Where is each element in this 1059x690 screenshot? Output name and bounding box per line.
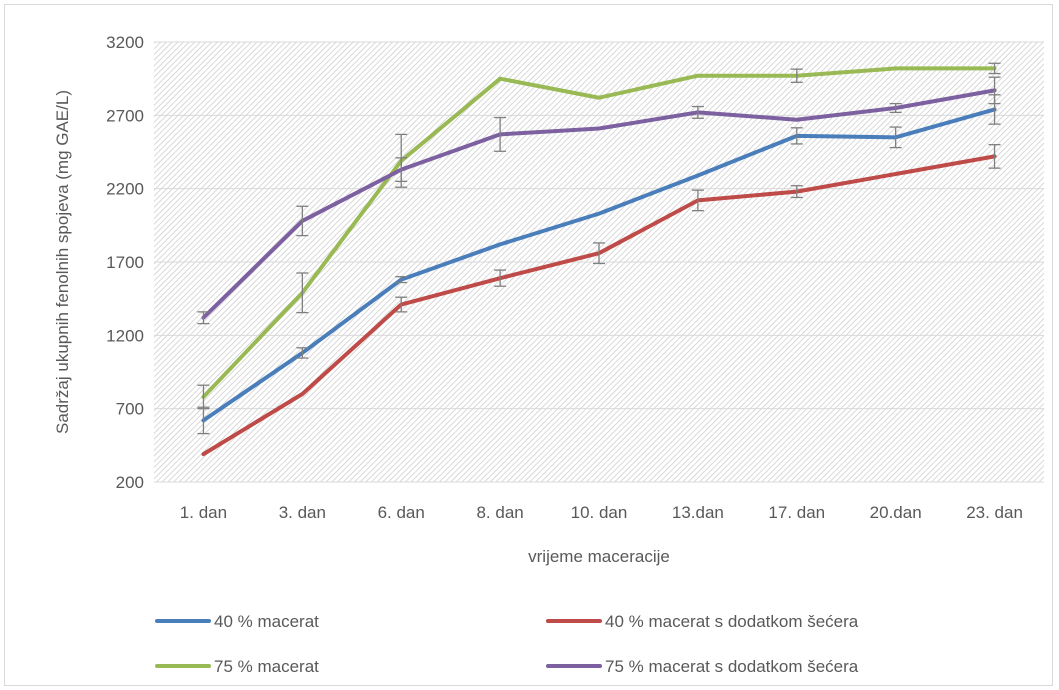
legend-entry: 40 % macerat: [155, 612, 319, 631]
y-axis-ticks: 200 700 1200 1700 2200 2700 3200: [106, 33, 144, 492]
y-tick-label: 3200: [106, 33, 144, 52]
error-bar: [395, 296, 408, 313]
legend-label: 75 % macerat s dodatkom šećera: [605, 657, 859, 676]
y-axis-title: Sadržaj ukupnih fenolnih spojeva (mg GAE…: [53, 90, 72, 434]
legend-label: 40 % macerat s dodatkom šećera: [605, 612, 859, 631]
series-line: [201, 107, 997, 423]
x-axis-title: vrijeme maceracije: [528, 547, 670, 566]
series-line: [201, 88, 997, 320]
gridlines: [154, 41, 1044, 483]
error-bar: [395, 157, 408, 182]
y-tick-label: 200: [116, 473, 144, 492]
y-tick-label: 2200: [106, 180, 144, 199]
error-bars: [197, 62, 1001, 435]
legend-label: 75 % macerat: [214, 657, 319, 676]
error-bar: [889, 102, 902, 114]
error-bar: [691, 105, 704, 119]
x-tick-label: 13.dan: [672, 503, 724, 522]
error-bar: [395, 276, 408, 284]
error-bar: [790, 127, 803, 145]
legend: 40 % macerat 40 % macerat s dodatkom šeće…: [155, 612, 859, 676]
x-tick-label: 3. dan: [279, 503, 326, 522]
error-bar: [494, 116, 507, 152]
y-tick-label: 1200: [106, 326, 144, 345]
error-bar: [790, 185, 803, 199]
error-bar: [197, 384, 210, 410]
error-bar: [197, 311, 210, 325]
x-tick-label: 17. dan: [768, 503, 825, 522]
x-tick-label: 10. dan: [571, 503, 628, 522]
x-axis-ticks: 1. dan 3. dan 6. dan 8. dan 10. dan 13.dan 17.…: [180, 503, 1023, 522]
y-tick-label: 1700: [106, 253, 144, 272]
x-tick-label: 1. dan: [180, 503, 227, 522]
error-bar: [889, 126, 902, 149]
x-tick-label: 6. dan: [378, 503, 425, 522]
error-bar: [988, 76, 1001, 105]
error-bar: [593, 242, 605, 265]
error-bar: [296, 272, 309, 314]
error-bar: [691, 189, 704, 212]
x-tick-label: 8. dan: [476, 503, 523, 522]
y-tick-label: 700: [116, 400, 144, 419]
legend-label: 40 % macerat: [214, 612, 319, 631]
series-lines: [201, 66, 997, 457]
error-bar: [494, 269, 507, 287]
chart-frame: 200 700 1200 1700 2200 2700 3200 1. dan 3. dan 6…: [4, 4, 1053, 686]
error-bar: [988, 144, 1001, 169]
x-tick-label: 20.dan: [870, 503, 922, 522]
line-chart: 200 700 1200 1700 2200 2700 3200 1. dan 3. dan 6…: [53, 33, 1044, 676]
legend-entry: 75 % macerat s dodatkom šećera: [546, 657, 859, 676]
x-tick-label: 23. dan: [966, 503, 1023, 522]
legend-entry: 75 % macerat: [155, 657, 319, 676]
y-tick-label: 2700: [106, 106, 144, 125]
error-bar: [790, 68, 803, 83]
error-bar: [988, 62, 1001, 75]
error-bar: [296, 347, 309, 359]
legend-entry: 40 % macerat s dodatkom šećera: [546, 612, 859, 631]
series-line: [201, 66, 997, 399]
error-bar: [296, 205, 309, 237]
